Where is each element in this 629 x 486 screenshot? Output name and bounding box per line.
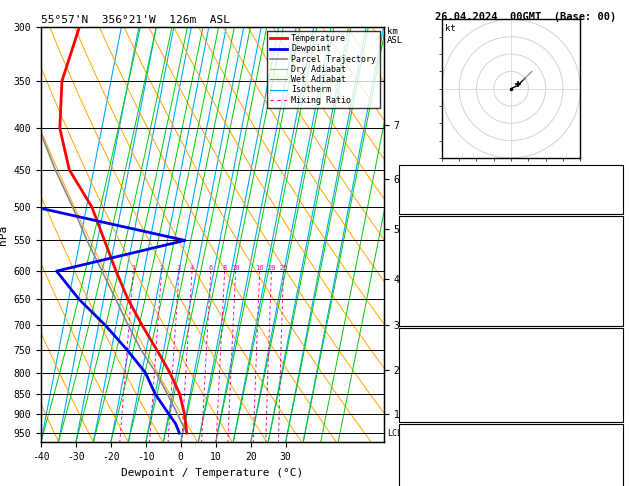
Text: CIN (J): CIN (J): [403, 310, 441, 319]
Text: 20: 20: [267, 265, 276, 271]
Text: Totals Totals: Totals Totals: [403, 183, 473, 192]
Text: kt: kt: [445, 24, 455, 33]
Text: K: K: [403, 168, 409, 177]
Text: 25: 25: [279, 265, 287, 271]
Text: 39°: 39°: [603, 472, 620, 481]
Text: 287: 287: [603, 361, 620, 370]
Text: 0: 0: [614, 168, 620, 177]
Text: -7: -7: [609, 442, 620, 451]
Text: StmDir: StmDir: [403, 472, 435, 481]
Text: 42: 42: [609, 183, 620, 192]
Text: 0: 0: [614, 391, 620, 400]
Text: 12: 12: [609, 279, 620, 289]
Text: -6: -6: [609, 457, 620, 466]
Text: Dewp (°C): Dewp (°C): [403, 249, 452, 259]
Text: -0.9: -0.9: [598, 249, 620, 259]
Text: Pressure (mb): Pressure (mb): [403, 346, 473, 355]
X-axis label: Dewpoint / Temperature (°C): Dewpoint / Temperature (°C): [121, 468, 303, 478]
Text: 8: 8: [223, 265, 227, 271]
Text: SREH: SREH: [403, 457, 425, 466]
Legend: Temperature, Dewpoint, Parcel Trajectory, Dry Adiabat, Wet Adiabat, Isotherm, Mi: Temperature, Dewpoint, Parcel Trajectory…: [267, 31, 379, 108]
Text: 10: 10: [231, 265, 240, 271]
Text: 1: 1: [131, 265, 135, 271]
Text: 16: 16: [255, 265, 264, 271]
Text: PW (cm): PW (cm): [403, 198, 441, 208]
Text: θₑ(K): θₑ(K): [403, 264, 430, 274]
Text: km
ASL: km ASL: [387, 27, 403, 45]
Text: 11: 11: [609, 376, 620, 385]
Text: CIN (J): CIN (J): [403, 406, 441, 415]
Text: Most Unstable: Most Unstable: [476, 330, 546, 340]
Text: Hodograph: Hodograph: [487, 427, 535, 436]
Text: 950: 950: [603, 346, 620, 355]
Text: CAPE (J): CAPE (J): [403, 295, 446, 304]
Text: LCL: LCL: [387, 429, 402, 437]
Text: 2: 2: [160, 265, 164, 271]
Text: 6: 6: [209, 265, 213, 271]
Text: 0: 0: [614, 406, 620, 415]
Text: 285: 285: [603, 264, 620, 274]
Text: 0: 0: [614, 295, 620, 304]
Text: 0: 0: [614, 310, 620, 319]
Text: EH: EH: [403, 442, 414, 451]
Text: Lifted Index: Lifted Index: [403, 376, 468, 385]
Y-axis label: Mixing Ratio (g/kg): Mixing Ratio (g/kg): [438, 179, 448, 290]
Text: Lifted Index: Lifted Index: [403, 279, 468, 289]
Text: 55°57'N  356°21'W  126m  ASL: 55°57'N 356°21'W 126m ASL: [41, 15, 230, 25]
Text: 1.2: 1.2: [603, 234, 620, 243]
Text: Surface: Surface: [493, 219, 530, 228]
Text: 4: 4: [190, 265, 194, 271]
Text: Temp (°C): Temp (°C): [403, 234, 452, 243]
Text: 3: 3: [177, 265, 181, 271]
Text: 26.04.2024  00GMT  (Base: 00): 26.04.2024 00GMT (Base: 00): [435, 12, 616, 22]
Text: CAPE (J): CAPE (J): [403, 391, 446, 400]
Y-axis label: hPa: hPa: [0, 225, 8, 244]
Text: 0.77: 0.77: [598, 198, 620, 208]
Text: θₑ (K): θₑ (K): [403, 361, 435, 370]
